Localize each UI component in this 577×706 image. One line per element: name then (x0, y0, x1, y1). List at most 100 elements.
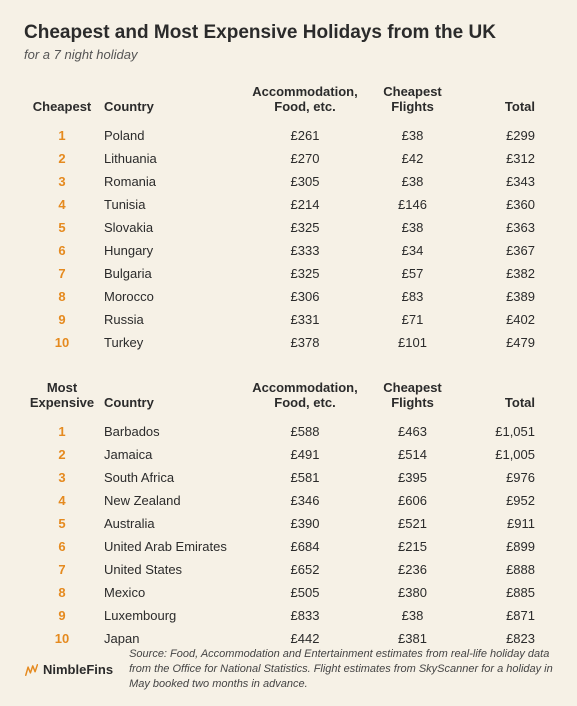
flight-cell: £236 (365, 558, 460, 581)
accommodation-cell: £270 (245, 147, 365, 170)
rank-cell: 7 (24, 262, 100, 285)
infographic-card: Cheapest and Most Expensive Holidays fro… (0, 0, 577, 706)
table-row: 4New Zealand£346£606£952 (24, 489, 553, 512)
country-cell: New Zealand (100, 489, 245, 512)
col-header-total: Total (460, 376, 553, 420)
total-cell: £885 (460, 581, 553, 604)
total-cell: £360 (460, 193, 553, 216)
logo-text: NimbleFins (43, 662, 113, 677)
country-cell: Australia (100, 512, 245, 535)
page-title: Cheapest and Most Expensive Holidays fro… (24, 22, 553, 44)
country-cell: Turkey (100, 331, 245, 354)
table-row: 7United States£652£236£888 (24, 558, 553, 581)
logo-icon (24, 663, 38, 677)
country-cell: Morocco (100, 285, 245, 308)
table-row: 8Mexico£505£380£885 (24, 581, 553, 604)
table-row: 9Russia£331£71£402 (24, 308, 553, 331)
flight-cell: £514 (365, 443, 460, 466)
flight-cell: £38 (365, 124, 460, 147)
accommodation-cell: £378 (245, 331, 365, 354)
logo: NimbleFins (24, 662, 113, 677)
flight-cell: £83 (365, 285, 460, 308)
accommodation-cell: £684 (245, 535, 365, 558)
source-text: Source: Food, Accommodation and Entertai… (129, 647, 553, 692)
total-cell: £402 (460, 308, 553, 331)
accommodation-cell: £505 (245, 581, 365, 604)
footer: NimbleFins Source: Food, Accommodation a… (24, 647, 553, 692)
expensive-section: Most Expensive Country Accommodation, Fo… (24, 376, 553, 420)
accommodation-cell: £331 (245, 308, 365, 331)
accommodation-cell: £305 (245, 170, 365, 193)
rank-cell: 5 (24, 216, 100, 239)
flight-cell: £395 (365, 466, 460, 489)
page-subtitle: for a 7 night holiday (24, 47, 553, 62)
flight-cell: £38 (365, 604, 460, 627)
accommodation-cell: £652 (245, 558, 365, 581)
table-row: 6Hungary£333£34£367 (24, 239, 553, 262)
flight-cell: £38 (365, 170, 460, 193)
rank-cell: 6 (24, 535, 100, 558)
total-cell: £479 (460, 331, 553, 354)
flight-cell: £606 (365, 489, 460, 512)
rank-cell: 1 (24, 420, 100, 443)
table-row: 6United Arab Emirates£684£215£899 (24, 535, 553, 558)
country-cell: Luxembourg (100, 604, 245, 627)
accommodation-cell: £325 (245, 216, 365, 239)
rank-cell: 8 (24, 581, 100, 604)
accommodation-cell: £306 (245, 285, 365, 308)
total-cell: £899 (460, 535, 553, 558)
total-cell: £952 (460, 489, 553, 512)
total-cell: £363 (460, 216, 553, 239)
total-cell: £367 (460, 239, 553, 262)
rank-cell: 4 (24, 193, 100, 216)
accommodation-cell: £214 (245, 193, 365, 216)
accommodation-cell: £333 (245, 239, 365, 262)
rank-cell: 3 (24, 466, 100, 489)
rank-cell: 6 (24, 239, 100, 262)
flight-cell: £521 (365, 512, 460, 535)
total-cell: £976 (460, 466, 553, 489)
country-cell: Romania (100, 170, 245, 193)
holiday-cost-table: Cheapest Country Accommodation, Food, et… (24, 80, 553, 650)
total-cell: £389 (460, 285, 553, 308)
flight-cell: £71 (365, 308, 460, 331)
flight-cell: £463 (365, 420, 460, 443)
accommodation-cell: £491 (245, 443, 365, 466)
table-row: 2Lithuania£270£42£312 (24, 147, 553, 170)
total-cell: £888 (460, 558, 553, 581)
table-row: 3South Africa£581£395£976 (24, 466, 553, 489)
accommodation-cell: £833 (245, 604, 365, 627)
total-cell: £382 (460, 262, 553, 285)
table-row: 8Morocco£306£83£389 (24, 285, 553, 308)
country-cell: Barbados (100, 420, 245, 443)
rank-cell: 5 (24, 512, 100, 535)
country-cell: Poland (100, 124, 245, 147)
table-row: 3Romania£305£38£343 (24, 170, 553, 193)
accommodation-cell: £325 (245, 262, 365, 285)
rank-cell: 4 (24, 489, 100, 512)
col-header-acc: Accommodation, Food, etc. (245, 376, 365, 420)
total-cell: £911 (460, 512, 553, 535)
col-header-acc: Accommodation, Food, etc. (245, 80, 365, 124)
total-cell: £1,051 (460, 420, 553, 443)
col-header-rank: Cheapest (24, 80, 100, 124)
total-cell: £312 (460, 147, 553, 170)
accommodation-cell: £346 (245, 489, 365, 512)
country-cell: Mexico (100, 581, 245, 604)
rank-cell: 9 (24, 308, 100, 331)
rank-cell: 10 (24, 331, 100, 354)
flight-cell: £57 (365, 262, 460, 285)
rank-cell: 2 (24, 443, 100, 466)
flight-cell: £215 (365, 535, 460, 558)
flight-cell: £34 (365, 239, 460, 262)
accommodation-cell: £581 (245, 466, 365, 489)
country-cell: Jamaica (100, 443, 245, 466)
flight-cell: £146 (365, 193, 460, 216)
table-row: 2Jamaica£491£514£1,005 (24, 443, 553, 466)
rank-cell: 3 (24, 170, 100, 193)
country-cell: Bulgaria (100, 262, 245, 285)
expensive-rows: 1Barbados£588£463£1,0512Jamaica£491£514£… (24, 420, 553, 650)
table-row: 1Poland£261£38£299 (24, 124, 553, 147)
country-cell: Slovakia (100, 216, 245, 239)
col-header-flights: Cheapest Flights (365, 80, 460, 124)
